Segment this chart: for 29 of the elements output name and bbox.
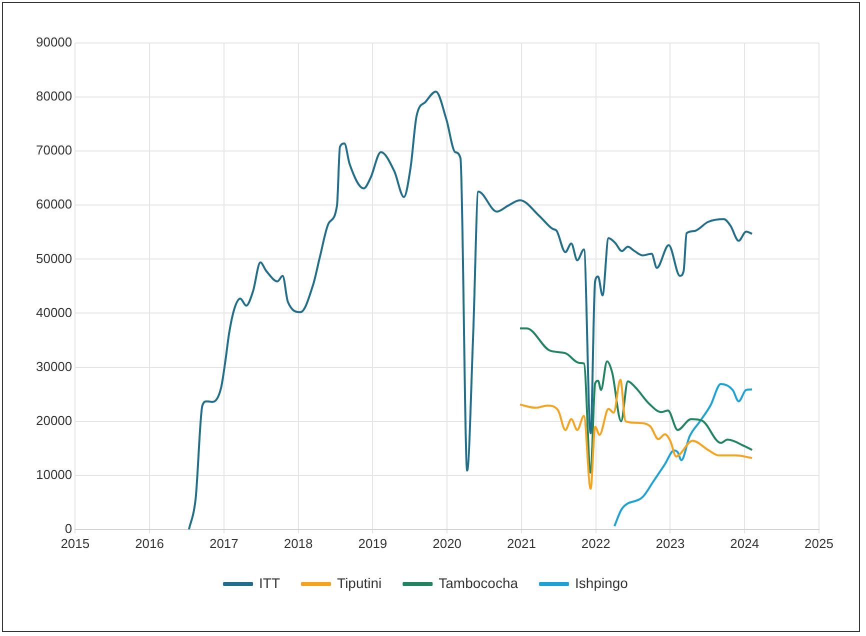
y-tick-label: 70000: [36, 142, 72, 158]
y-tick-label: 90000: [36, 34, 72, 50]
x-tick-label: 2021: [507, 536, 536, 551]
line-series: [518, 327, 754, 474]
legend-label: Tambococha: [438, 574, 518, 591]
y-tick-label: 80000: [36, 88, 72, 104]
x-tick-label: 2023: [656, 536, 685, 551]
x-tick-label: 2022: [581, 536, 610, 551]
x-tick-label: 2018: [284, 536, 313, 551]
y-tick-label: 30000: [36, 358, 72, 374]
x-tick-label: 2019: [358, 536, 388, 551]
x-tick-label: 2024: [730, 536, 760, 551]
line-series: [613, 383, 754, 528]
y-tick-label: 0: [64, 520, 72, 536]
x-tick-label: 2015: [60, 536, 90, 551]
line-series: [518, 378, 754, 490]
x-tick-label: 2020: [432, 536, 462, 551]
y-tick-label: 10000: [36, 466, 72, 482]
x-tick-label: 2025: [804, 536, 834, 551]
y-tick-label: 20000: [36, 412, 72, 428]
line-series: [188, 90, 754, 530]
y-tick-label: 40000: [36, 304, 72, 320]
legend-label: ITT: [259, 574, 280, 591]
y-tick-label: 50000: [36, 250, 72, 266]
legend-label: Tiputini: [337, 574, 382, 591]
y-tick-label: 60000: [36, 196, 72, 212]
x-tick-label: 2016: [135, 536, 164, 551]
legend-label: Ishpingo: [575, 574, 628, 591]
x-tick-label: 2017: [209, 536, 238, 551]
